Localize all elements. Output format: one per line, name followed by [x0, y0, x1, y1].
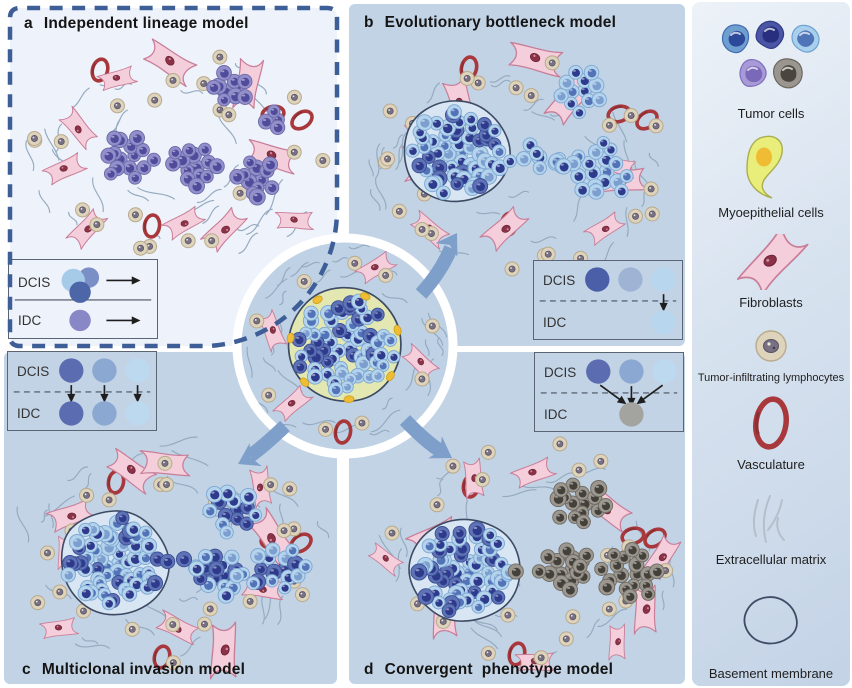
legend-label: Fibroblasts [739, 295, 803, 310]
legend-label: Myoepithelial cells [718, 205, 824, 220]
idc-label: IDC [544, 407, 568, 422]
idc-label: IDC [543, 315, 567, 330]
panel-c-title-text: Multiclonal invasion model [41, 661, 246, 678]
dcis-label: DCIS [18, 275, 51, 290]
panel-d-title: d Convergent phenotype model [364, 661, 613, 679]
vasculature-icon [753, 396, 789, 450]
legend-item-extracellular-matrix: Extracellular matrix [692, 490, 850, 570]
tumor-cells-icon [721, 20, 820, 89]
extracellular-matrix-icon [752, 495, 785, 543]
legend-label: Extracellular matrix [715, 552, 827, 567]
idc-label: IDC [18, 313, 42, 328]
dcis-label: DCIS [17, 364, 50, 379]
panel-a-title-text: Independent lineage model [43, 15, 249, 32]
legend-label: Vasculature [737, 457, 805, 472]
panel-b-title-text: Evolutionary bottleneck model [384, 14, 617, 31]
panel-d-letter: d [364, 661, 374, 678]
dcis-idc-key-b: DCIS IDC [533, 260, 683, 340]
dcis-idc-key-d-graphics [540, 359, 678, 427]
panel-c-title: c Multiclonal invasion model [22, 661, 245, 679]
legend-label: Basement membrane [708, 666, 834, 681]
legend-item-fibroblasts: Fibroblasts [692, 234, 850, 313]
legend-label: Tumor cells [737, 106, 805, 121]
dcis-idc-key-b-graphics [539, 267, 677, 335]
panel-b-letter: b [364, 14, 374, 31]
panel-b-scene [368, 41, 664, 277]
panel-c-letter: c [22, 661, 31, 678]
panel-d-scene [367, 436, 682, 672]
legend-label: Tumor-infiltrating lymphocytes [697, 372, 845, 384]
dcis-idc-key-d: DCIS IDC [534, 352, 684, 432]
dcis-label: DCIS [544, 365, 577, 380]
dcis-idc-key-c-graphics [13, 358, 151, 426]
dcis-idc-key-a: DCIS IDC [8, 259, 158, 339]
legend-item-myoepithelial-cells: Myoepithelial cells [692, 132, 850, 223]
panel-c-scene [16, 436, 329, 680]
legend-item-basement-membrane: Basement membrane [692, 586, 850, 684]
panel-a-title: a Independent lineage model [24, 15, 249, 33]
legend-item-tumor-cells: Tumor cells [692, 16, 850, 124]
legend-item-vasculature: Vasculature [692, 392, 850, 475]
panel-evolutionary-bottleneck: b Evolutionary bottleneck model DCIS IDC [349, 4, 685, 346]
myoepithelial-cells-icon [746, 135, 783, 199]
tumor-infiltrating-lymphocytes-icon [755, 330, 787, 362]
legend-item-tumor-infiltrating-lymphocytes: Tumor-infiltrating lymphocytes [692, 324, 850, 390]
panel-convergent-phenotype: d Convergent phenotype model DCIS IDC [349, 352, 685, 684]
idc-label: IDC [17, 406, 41, 421]
panel-multiclonal-invasion: c Multiclonal invasion model DCIS IDC [4, 351, 337, 684]
dcis-idc-key-c: DCIS IDC [7, 351, 157, 431]
panel-b-title: b Evolutionary bottleneck model [364, 14, 616, 32]
panel-d-title-text: Convergent phenotype model [384, 661, 614, 678]
legend-panel: Tumor cells Myoepithelial cells Fibroblast… [692, 2, 850, 686]
basement-membrane-icon [743, 596, 798, 645]
fibroblasts-icon [736, 234, 809, 290]
panel-a-letter: a [24, 15, 33, 32]
panel-independent-lineage: a Independent lineage model DCIS IDC [8, 8, 337, 346]
dcis-label: DCIS [543, 273, 576, 288]
